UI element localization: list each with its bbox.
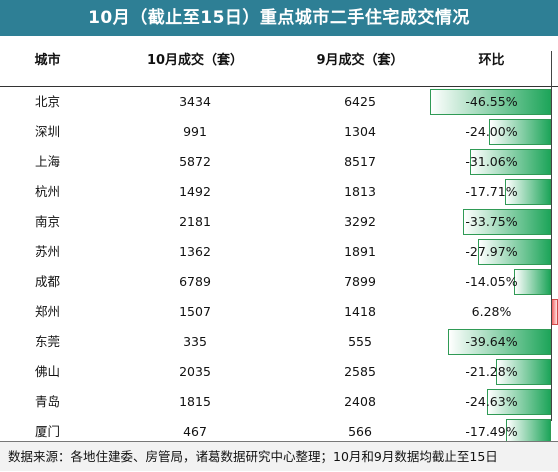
september-sales-cell: 555 (348, 334, 372, 349)
city-cell: 成都 (34, 274, 60, 289)
october-sales-cell: 2035 (179, 364, 211, 379)
october-sales-cell: 1507 (179, 304, 211, 319)
september-sales-cell: 1304 (344, 124, 376, 139)
change-percent-cell: -17.49% (465, 424, 518, 439)
september-sales-cell: 1813 (344, 184, 376, 199)
october-sales-cell: 1492 (179, 184, 211, 199)
table-row: 成都 6789 7899 -14.05% (0, 267, 558, 297)
change-percent-cell: -14.05% (465, 274, 518, 289)
october-sales-cell: 2181 (179, 214, 211, 229)
table-row: 上海 5872 8517 -31.06% (0, 147, 558, 177)
negative-change-bar (447, 329, 551, 355)
negative-change-bar (486, 389, 551, 415)
city-cell: 苏州 (34, 244, 60, 259)
september-sales-cell: 1418 (344, 304, 376, 319)
change-percent-cell: -33.75% (465, 214, 518, 229)
table-header: 城市 10月成交（套） 9月成交（套） 环比 (0, 36, 558, 86)
table-row: 苏州 1362 1891 -27.97% (0, 237, 558, 267)
table-row: 郑州 1507 1418 6.28% (0, 297, 558, 327)
table-row: 佛山 2035 2585 -21.28% (0, 357, 558, 387)
city-cell: 上海 (34, 154, 60, 169)
table-row: 南京 2181 3292 -33.75% (0, 207, 558, 237)
october-sales-cell: 1815 (179, 394, 211, 409)
negative-change-bar (470, 149, 551, 175)
city-cell: 深圳 (34, 124, 60, 139)
city-cell: 南京 (34, 214, 60, 229)
table-row: 北京 3434 6425 -46.55% (0, 87, 558, 117)
negative-change-bar (504, 179, 551, 205)
city-cell: 东莞 (34, 334, 60, 349)
october-sales-cell: 3434 (179, 94, 211, 109)
october-sales-cell: 1362 (179, 244, 211, 259)
change-percent-cell: -24.00% (465, 124, 518, 139)
negative-change-bar (514, 269, 551, 295)
september-sales-cell: 7899 (344, 274, 376, 289)
header-oct: 10月成交（套） (146, 53, 244, 68)
october-sales-cell: 467 (183, 424, 207, 439)
city-cell: 郑州 (34, 304, 60, 319)
october-sales-cell: 5872 (179, 154, 211, 169)
negative-change-bar (478, 239, 551, 265)
table-row: 杭州 1492 1813 -17.71% (0, 177, 558, 207)
september-sales-cell: 566 (348, 424, 372, 439)
negative-change-bar (495, 359, 551, 385)
october-sales-cell: 6789 (179, 274, 211, 289)
change-percent-cell: -31.06% (465, 154, 518, 169)
negative-change-bar (463, 209, 551, 235)
header-chg: 环比 (478, 53, 505, 68)
change-percent-cell: -39.64% (465, 334, 518, 349)
header-sep: 9月成交（套） (316, 53, 404, 68)
negative-change-bar (488, 119, 551, 145)
september-sales-cell: 2585 (344, 364, 376, 379)
september-sales-cell: 8517 (344, 154, 376, 169)
september-sales-cell: 6425 (344, 94, 376, 109)
negative-change-bar (429, 89, 551, 115)
city-cell: 青岛 (34, 394, 60, 409)
change-percent-cell: -21.28% (465, 364, 518, 379)
page-title: 10月（截止至15日）重点城市二手住宅成交情况 (0, 0, 558, 36)
change-percent-cell: -24.63% (465, 394, 518, 409)
table-row: 青岛 1815 2408 -24.63% (0, 387, 558, 417)
change-percent-cell: -17.71% (465, 184, 518, 199)
october-sales-cell: 991 (183, 124, 207, 139)
table-row: 东莞 335 555 -39.64% (0, 327, 558, 357)
city-cell: 佛山 (34, 364, 60, 379)
september-sales-cell: 3292 (344, 214, 376, 229)
table-row: 深圳 991 1304 -24.00% (0, 117, 558, 147)
source-note: 数据来源：各地住建委、房管局，诸葛数据研究中心整理；10月和9月数据均截止至15… (0, 441, 558, 471)
header-city: 城市 (34, 53, 61, 68)
september-sales-cell: 2408 (344, 394, 376, 409)
october-sales-cell: 335 (183, 334, 207, 349)
city-cell: 杭州 (34, 184, 60, 199)
header-divider (0, 86, 558, 87)
change-percent-cell: 6.28% (471, 304, 512, 319)
change-percent-cell: -27.97% (465, 244, 518, 259)
zero-axis-line (551, 51, 552, 421)
city-cell: 北京 (34, 94, 60, 109)
city-cell: 厦门 (34, 424, 60, 439)
change-percent-cell: -46.55% (465, 94, 518, 109)
september-sales-cell: 1891 (344, 244, 376, 259)
